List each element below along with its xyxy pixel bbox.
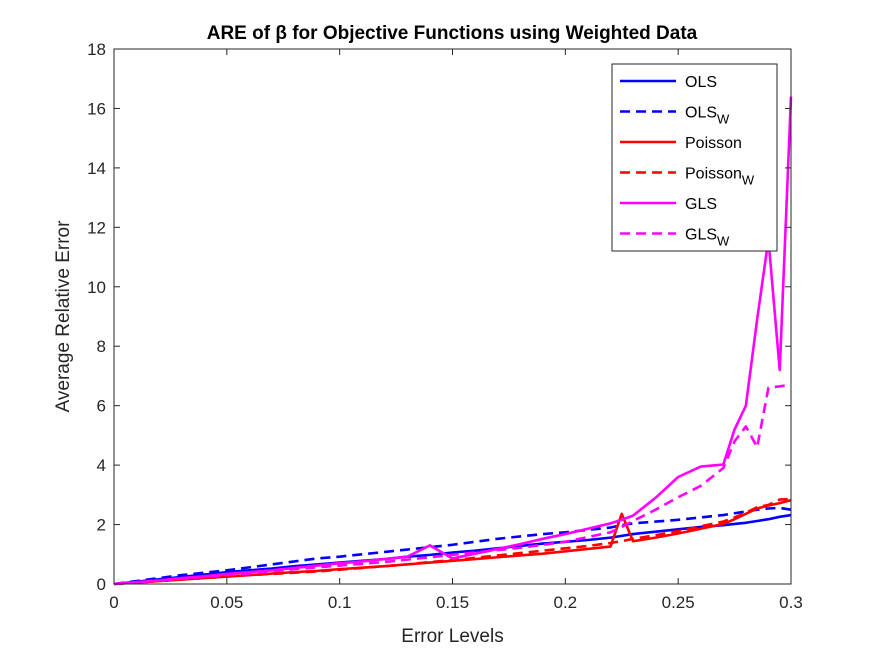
legend-entry: OLSW [685,105,730,127]
series-line-gls-w [113,383,792,586]
x-tick-label: 0.15 [436,593,469,612]
y-tick-label: 2 [97,516,106,535]
y-tick-label: 10 [87,278,106,297]
legend-entry-name: OLS [685,74,717,91]
series-layer [113,96,793,586]
y-tick-label: 8 [97,337,106,356]
y-tick-label: 16 [87,99,106,118]
legend-entry: Poisson [685,135,742,152]
y-tick-label: 12 [87,218,106,237]
y-tick-label: 14 [87,159,106,178]
ticks-layer: 0 0.05 0.1 0.15 0.2 0.25 0.3 0 2 4 6 8 10 12 14 16 18 [87,40,803,612]
x-tick-label: 0.2 [554,593,578,612]
series-line-poisson-w [113,497,792,586]
x-tick-label: 0.25 [662,593,695,612]
legend-entry-name: GLS [685,227,717,244]
legend-entry-name: OLS [685,105,717,122]
x-tick-label: 0.3 [779,593,803,612]
y-tick-label: 4 [97,456,106,475]
legend-entry-subscript: W [742,173,755,188]
legend-entry: PoissonW [685,166,755,188]
legend-entry-name: GLS [685,196,717,213]
legend-entry: OLS [685,74,717,91]
series-line-ols-w [113,506,792,586]
x-tick-label: 0.1 [328,593,352,612]
x-axis-label: Error Levels [401,626,503,647]
legend-entry-name: Poisson [685,135,742,152]
y-axis-label: Average Relative Error [53,220,74,413]
legend-entry: GLSW [685,227,730,249]
y-tick-label: 0 [97,575,106,594]
legend-entry-name: Poisson [685,166,742,183]
y-tick-label: 6 [97,397,106,416]
legend-entry: GLS [685,196,717,213]
legend-entry-subscript: W [717,234,730,249]
x-tick-label: 0 [109,593,118,612]
legend-entry-subscript: W [717,112,730,127]
y-tick-label: 18 [87,40,106,59]
legend-box [611,63,778,252]
chart-title: ARE of β for Objective Functions using W… [207,23,698,44]
x-tick-label: 0.05 [210,593,243,612]
